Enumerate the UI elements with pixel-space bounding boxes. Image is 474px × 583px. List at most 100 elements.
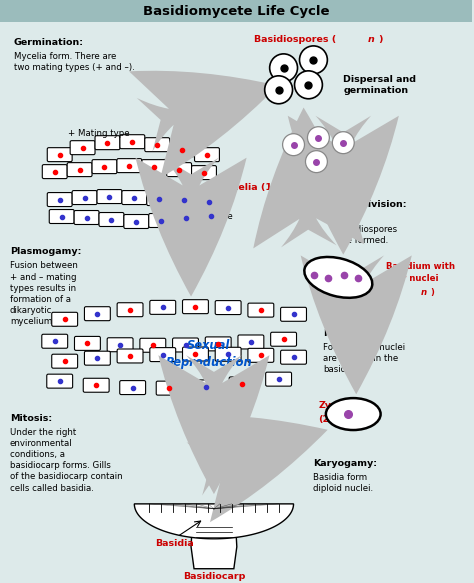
Text: n: n	[281, 182, 287, 192]
FancyBboxPatch shape	[199, 209, 223, 223]
FancyBboxPatch shape	[150, 300, 176, 314]
FancyBboxPatch shape	[67, 163, 92, 177]
Bar	[0, 0, 472, 22]
Text: Basidia: Basidia	[155, 539, 193, 548]
Text: ): )	[430, 289, 434, 297]
FancyBboxPatch shape	[193, 380, 219, 394]
FancyBboxPatch shape	[215, 301, 241, 315]
Text: ): )	[343, 415, 348, 424]
Text: + Mating type: + Mating type	[68, 129, 129, 138]
FancyBboxPatch shape	[145, 138, 170, 152]
Text: n: n	[334, 415, 341, 424]
FancyBboxPatch shape	[95, 136, 120, 150]
Circle shape	[264, 76, 292, 104]
FancyBboxPatch shape	[117, 303, 143, 317]
Text: ): )	[290, 182, 294, 192]
FancyBboxPatch shape	[49, 209, 74, 223]
Text: Basidiomycete Life Cycle: Basidiomycete Life Cycle	[143, 5, 329, 19]
Text: Meiosis:: Meiosis:	[323, 329, 367, 338]
FancyBboxPatch shape	[92, 160, 117, 174]
Ellipse shape	[304, 257, 372, 298]
FancyBboxPatch shape	[197, 195, 221, 209]
Text: (2: (2	[319, 415, 329, 424]
FancyBboxPatch shape	[191, 166, 217, 180]
FancyBboxPatch shape	[42, 164, 67, 178]
Text: Basidia form
diploid nuclei.: Basidia form diploid nuclei.	[313, 473, 374, 493]
FancyBboxPatch shape	[248, 349, 274, 362]
Text: Plasmogamy:: Plasmogamy:	[10, 247, 82, 257]
FancyBboxPatch shape	[149, 213, 173, 227]
FancyBboxPatch shape	[52, 312, 78, 326]
FancyBboxPatch shape	[140, 338, 166, 352]
FancyBboxPatch shape	[150, 347, 176, 361]
Ellipse shape	[326, 398, 381, 430]
FancyBboxPatch shape	[142, 160, 167, 174]
Circle shape	[332, 132, 354, 154]
FancyBboxPatch shape	[42, 334, 68, 348]
FancyBboxPatch shape	[47, 192, 72, 206]
FancyBboxPatch shape	[84, 351, 110, 365]
Text: Cell division:: Cell division:	[338, 199, 407, 209]
FancyBboxPatch shape	[281, 307, 307, 321]
Text: ): )	[378, 35, 383, 44]
Text: Four haploid nuclei
are formed in the
basidium.: Four haploid nuclei are formed in the ba…	[323, 343, 406, 374]
FancyBboxPatch shape	[74, 210, 99, 224]
FancyBboxPatch shape	[172, 192, 197, 206]
FancyBboxPatch shape	[238, 335, 264, 349]
FancyBboxPatch shape	[182, 300, 209, 314]
Circle shape	[294, 71, 322, 99]
Text: Sexual
Reproduction: Sexual Reproduction	[165, 339, 252, 369]
FancyBboxPatch shape	[122, 191, 147, 205]
FancyBboxPatch shape	[124, 215, 149, 229]
Text: Basidium with
four nuclei
(1: Basidium with four nuclei (1	[386, 262, 455, 294]
FancyBboxPatch shape	[97, 189, 122, 203]
FancyBboxPatch shape	[84, 307, 110, 321]
Polygon shape	[191, 519, 237, 569]
FancyBboxPatch shape	[120, 381, 146, 395]
Circle shape	[300, 46, 328, 74]
Text: Mycelia (1: Mycelia (1	[217, 182, 272, 192]
FancyBboxPatch shape	[117, 349, 143, 363]
FancyBboxPatch shape	[72, 191, 97, 205]
FancyBboxPatch shape	[205, 337, 231, 351]
FancyBboxPatch shape	[47, 374, 73, 388]
FancyBboxPatch shape	[173, 338, 199, 352]
Text: Germination:: Germination:	[14, 38, 84, 47]
FancyBboxPatch shape	[170, 143, 194, 157]
Circle shape	[283, 134, 304, 156]
Text: Basidiocarp: Basidiocarp	[183, 572, 245, 581]
FancyBboxPatch shape	[147, 192, 172, 206]
Text: – Mating type: – Mating type	[174, 212, 233, 220]
Text: n: n	[421, 289, 427, 297]
FancyBboxPatch shape	[248, 303, 274, 317]
FancyBboxPatch shape	[215, 347, 241, 361]
FancyBboxPatch shape	[265, 372, 292, 386]
FancyBboxPatch shape	[107, 338, 133, 352]
Text: Karyogamy:: Karyogamy:	[313, 459, 377, 468]
FancyBboxPatch shape	[281, 350, 307, 364]
Text: Four
basidiospores
are formed.: Four basidiospores are formed.	[338, 213, 397, 245]
Text: Mitosis:: Mitosis:	[10, 414, 52, 423]
FancyBboxPatch shape	[52, 354, 78, 368]
Circle shape	[305, 150, 328, 173]
FancyBboxPatch shape	[167, 163, 191, 177]
FancyBboxPatch shape	[83, 378, 109, 392]
FancyBboxPatch shape	[99, 213, 124, 226]
FancyBboxPatch shape	[70, 141, 95, 154]
FancyBboxPatch shape	[47, 147, 72, 161]
Text: Under the right
environmental
conditions, a
basidiocarp forms. Gills
of the basi: Under the right environmental conditions…	[10, 428, 123, 493]
FancyBboxPatch shape	[156, 381, 182, 395]
Text: Fusion between
+ and – mating
types results in
formation of a
dikaryotic
myceliu: Fusion between + and – mating types resu…	[10, 261, 78, 326]
Text: Basidiospores (: Basidiospores (	[254, 35, 336, 44]
Text: Zygote: Zygote	[319, 401, 356, 410]
Polygon shape	[134, 504, 293, 539]
FancyBboxPatch shape	[74, 336, 100, 350]
FancyBboxPatch shape	[173, 210, 199, 224]
FancyBboxPatch shape	[271, 332, 297, 346]
Text: n: n	[368, 35, 375, 44]
FancyBboxPatch shape	[182, 347, 209, 361]
Text: Dispersal and
germination: Dispersal and germination	[343, 75, 416, 95]
FancyBboxPatch shape	[194, 147, 219, 161]
FancyBboxPatch shape	[229, 377, 255, 391]
Text: Mycelia form. There are
two mating types (+ and –).: Mycelia form. There are two mating types…	[14, 52, 135, 72]
